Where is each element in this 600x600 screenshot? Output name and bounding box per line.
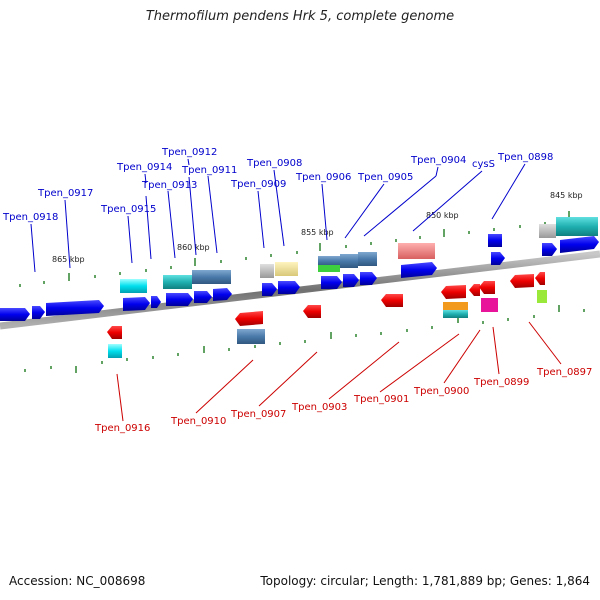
gene-label[interactable]: Tpen_0898	[497, 152, 553, 163]
gene-box[interactable]	[108, 344, 122, 358]
gene-arrow[interactable]	[303, 305, 321, 318]
gene-arrow[interactable]	[542, 243, 557, 256]
gene-arrow[interactable]	[151, 296, 161, 308]
gene-label[interactable]: Tpen_0916	[94, 423, 150, 434]
gene-box[interactable]	[481, 298, 498, 312]
gene-box[interactable]	[237, 329, 265, 344]
gene-box[interactable]	[260, 264, 274, 278]
gene-label[interactable]: Tpen_0912	[161, 147, 217, 158]
gene-arrow[interactable]	[491, 252, 505, 265]
gene-arrow[interactable]	[166, 293, 193, 306]
gene-arrow[interactable]	[343, 274, 359, 287]
gene-arrow[interactable]	[479, 281, 495, 294]
gene-label[interactable]: Tpen_0909	[230, 179, 286, 190]
gene-label[interactable]: Tpen_0904	[410, 155, 466, 166]
kbp-marker: 860 kbp	[177, 243, 210, 252]
gene-box[interactable]	[443, 302, 468, 310]
gene-label[interactable]: Tpen_0906	[295, 172, 351, 183]
gene-label[interactable]: Tpen_0911	[181, 165, 237, 176]
gene-arrow[interactable]	[0, 308, 30, 321]
gene-arrow[interactable]	[469, 284, 480, 296]
gene-arrow[interactable]	[360, 272, 377, 285]
gene-arrow[interactable]	[510, 274, 534, 288]
gene-label[interactable]: Tpen_0913	[141, 180, 197, 191]
gene-box[interactable]	[192, 270, 231, 284]
gene-box[interactable]	[398, 243, 435, 259]
gene-arrow[interactable]	[401, 262, 437, 278]
gene-arrow[interactable]	[213, 288, 232, 301]
accession-text: Accession: NC_008698	[9, 574, 146, 588]
gene-arrow[interactable]	[262, 283, 277, 296]
genome-backbone	[0, 250, 600, 330]
gene-arrow[interactable]	[194, 291, 212, 303]
gene-arrow[interactable]	[321, 276, 342, 289]
gene-label[interactable]: Tpen_0907	[230, 409, 286, 420]
gene-label[interactable]: Tpen_0900	[413, 386, 469, 397]
gene-arrow[interactable]	[381, 294, 403, 307]
gene-box[interactable]	[318, 265, 340, 272]
gene-box[interactable]	[556, 217, 598, 236]
gene-arrow[interactable]	[560, 236, 599, 253]
gene-label[interactable]: Tpen_0908	[246, 158, 302, 169]
gene-label[interactable]: cysS	[472, 159, 495, 170]
map-title: Thermofilum pendens Hrk 5, complete geno…	[145, 9, 455, 24]
kbp-marker: 855 kbp	[301, 228, 334, 237]
gene-label[interactable]: Tpen_0914	[116, 162, 172, 173]
gene-label[interactable]: Tpen_0905	[357, 172, 413, 183]
gene-label[interactable]: Tpen_0915	[100, 204, 156, 215]
gene-arrow[interactable]	[278, 281, 300, 294]
gene-box[interactable]	[358, 252, 377, 266]
gene-label[interactable]: Tpen_0918	[2, 212, 58, 223]
topology-text: Topology: circular; Length: 1,781,889 bp…	[260, 574, 590, 588]
gene-box[interactable]	[163, 275, 192, 289]
kbp-marker: 850 kbp	[426, 211, 459, 220]
leader-lines-reverse	[116, 321, 562, 422]
gene-box[interactable]	[275, 262, 298, 276]
kbp-marker: 865 kbp	[52, 255, 85, 264]
gene-label[interactable]: Tpen_0917	[37, 188, 93, 199]
gene-label[interactable]: Tpen_0910	[170, 416, 226, 427]
gene-box[interactable]	[539, 224, 556, 238]
gene-box[interactable]	[340, 254, 358, 268]
gene-arrow[interactable]	[441, 285, 466, 299]
kbp-marker: 845 kbp	[550, 191, 583, 200]
reverse-genes	[107, 272, 547, 358]
gene-arrow[interactable]	[235, 311, 263, 326]
gene-box[interactable]	[318, 256, 340, 266]
tick-marks	[19, 211, 595, 287]
gene-label[interactable]: Tpen_0899	[473, 377, 529, 388]
gene-arrow[interactable]	[535, 272, 545, 285]
forward-genes	[0, 217, 599, 321]
gene-box[interactable]	[537, 290, 547, 303]
leader-lines-forward	[30, 158, 526, 273]
gene-box[interactable]	[443, 310, 468, 318]
gene-box[interactable]	[488, 234, 502, 247]
gene-label[interactable]: Tpen_0897	[536, 367, 592, 378]
gene-box[interactable]	[120, 279, 147, 293]
gene-arrow[interactable]	[46, 300, 104, 316]
gene-arrow[interactable]	[107, 326, 122, 339]
gene-arrow[interactable]	[123, 297, 150, 311]
gene-arrow[interactable]	[32, 306, 45, 319]
tick-marks-lower	[24, 305, 585, 373]
gene-label[interactable]: Tpen_0903	[291, 402, 347, 413]
gene-label[interactable]: Tpen_0901	[353, 394, 409, 405]
